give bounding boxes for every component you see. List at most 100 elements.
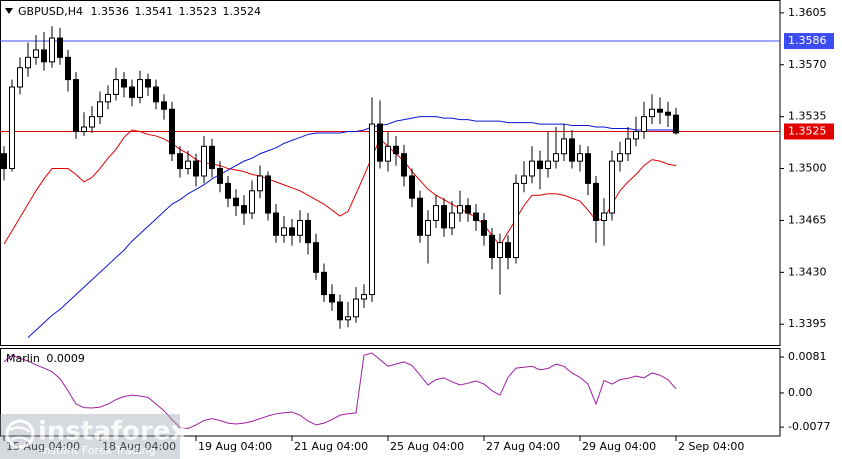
candle-body [113, 79, 119, 95]
candle-body [617, 153, 623, 162]
candle-body [33, 49, 39, 58]
candle-body [649, 108, 655, 118]
candle-body [73, 79, 79, 132]
candle-body [49, 37, 55, 63]
candle-body [321, 271, 327, 296]
candle-body [665, 111, 671, 116]
candle-body [193, 160, 199, 177]
candle-body [25, 56, 31, 69]
candle-body [41, 49, 47, 63]
candle-body [385, 145, 391, 162]
indicator-last-value: 0.0009 [46, 352, 85, 365]
x-tick-label: 29 Aug 04:00 [582, 440, 656, 453]
candle-body [201, 145, 207, 177]
last-low: 1.3523 [178, 5, 217, 18]
moving-average [3, 129, 677, 247]
watermark-backdrop [0, 414, 180, 459]
candle-body [673, 114, 679, 134]
candle-body [361, 294, 367, 300]
watermark-logo-lines [9, 426, 31, 442]
level-label-box [784, 33, 834, 50]
candle-body [497, 242, 503, 259]
candle-body [577, 153, 583, 162]
candle-body [441, 205, 447, 229]
candle-body [209, 145, 215, 170]
indicator-plot [3, 352, 677, 429]
x-tick-label: 2 Sep 04:00 [678, 440, 744, 453]
candle-body [513, 182, 519, 259]
main-plot [0, 26, 780, 338]
candle-body [521, 175, 527, 184]
y-tick-label: 0.0081 [788, 350, 827, 363]
candle-body [585, 153, 591, 184]
candle-body [145, 79, 151, 88]
y-tick-label: 1.3605 [788, 6, 827, 19]
indicator-name: Marlin [6, 352, 40, 365]
candle-body [625, 138, 631, 155]
candle-body [257, 175, 263, 192]
main-panel-border [0, 0, 781, 346]
watermark: instaforex Instant Forex Trading [0, 414, 188, 459]
axes: 1.3605 1.3570 1.3535 1.3500 1.3465 1.3430 1.33… [3, 6, 834, 453]
indicator-panel-border [0, 348, 781, 437]
candle-body [537, 160, 543, 170]
candle-body [81, 126, 87, 132]
candle-body [137, 79, 143, 98]
candle-body [393, 145, 399, 155]
level-label: 1.3525 [788, 124, 827, 137]
candle-body [273, 212, 279, 236]
y-tick-label: 1.3465 [788, 213, 827, 226]
last-high: 1.3541 [134, 5, 173, 18]
candle-body [369, 123, 375, 296]
y-tick-label: 1.3430 [788, 265, 827, 278]
candle-body [225, 182, 231, 199]
candle-body [185, 160, 191, 170]
candle-body [57, 37, 63, 58]
candle-body [481, 219, 487, 236]
y-tick-label: 1.3535 [788, 110, 827, 123]
level-label: 1.3586 [788, 34, 827, 47]
candle-body [449, 212, 455, 229]
candle-body [337, 301, 343, 321]
candle-body [641, 116, 647, 132]
candle-body [297, 219, 303, 236]
candle-body [409, 175, 415, 199]
candle-body [17, 67, 23, 88]
symbol: GBPUSD,H4 [18, 5, 83, 18]
candle-body [425, 219, 431, 236]
candle-body [97, 101, 103, 118]
x-tick-label: 15 Aug 04:00 [6, 440, 80, 453]
candle-body [265, 175, 271, 214]
candle-body [153, 86, 159, 103]
y-tick-label: -0.0077 [788, 420, 830, 433]
candle-body [121, 79, 127, 88]
candle-body [553, 153, 559, 162]
candle-body [609, 160, 615, 214]
candle-body [465, 205, 471, 214]
candle-body [1, 153, 7, 170]
menu-triangle[interactable] [5, 8, 13, 14]
watermark-logo [5, 419, 35, 449]
candle-body [417, 197, 423, 236]
candle-body [217, 168, 223, 184]
candle-body [129, 86, 135, 98]
candle-body [305, 219, 311, 244]
indicator-line [3, 352, 677, 429]
y-tick-label: 1.3570 [788, 58, 827, 71]
last-open: 1.3536 [90, 5, 129, 18]
y-tick-label: 0.00 [788, 386, 813, 399]
candle-body [561, 138, 567, 155]
candle-body [593, 182, 599, 221]
candle-body [569, 138, 575, 162]
candle-body [401, 153, 407, 177]
x-tick-label: 18 Aug 04:00 [102, 440, 176, 453]
x-tick-label: 19 Aug 04:00 [198, 440, 272, 453]
x-tick-label: 21 Aug 04:00 [294, 440, 368, 453]
candle-body [313, 242, 319, 273]
candle-body [601, 212, 607, 221]
candle-body [241, 205, 247, 214]
y-tick-label: 1.3500 [788, 162, 827, 175]
candle-body [657, 108, 663, 113]
